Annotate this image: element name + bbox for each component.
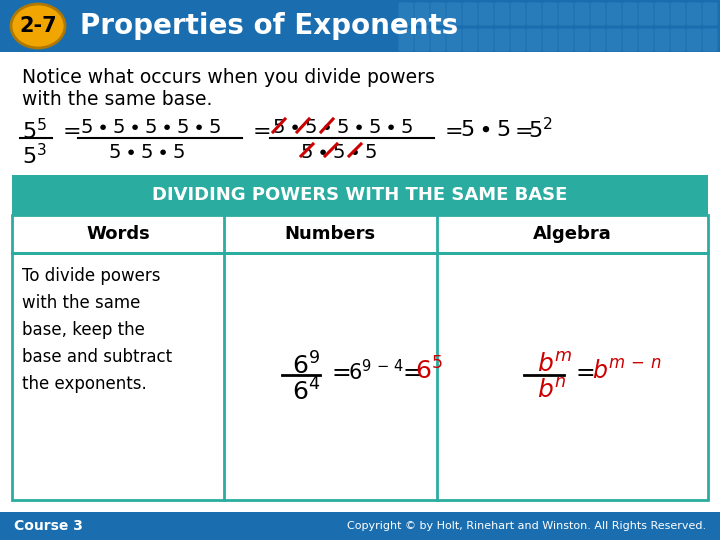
Text: $=$: $=$ (248, 120, 271, 140)
Text: $6^4$: $6^4$ (292, 379, 320, 406)
Bar (0, 512, 720, 540)
FancyBboxPatch shape (559, 29, 574, 51)
FancyBboxPatch shape (479, 29, 493, 51)
FancyBboxPatch shape (559, 3, 574, 25)
FancyBboxPatch shape (415, 3, 430, 25)
FancyBboxPatch shape (575, 3, 590, 25)
Text: Notice what occurs when you divide powers: Notice what occurs when you divide power… (22, 68, 435, 87)
FancyBboxPatch shape (623, 29, 637, 51)
FancyBboxPatch shape (431, 29, 446, 51)
FancyBboxPatch shape (654, 29, 670, 51)
Text: $b^n$: $b^n$ (537, 379, 567, 402)
FancyBboxPatch shape (623, 3, 637, 25)
FancyBboxPatch shape (431, 3, 446, 25)
FancyBboxPatch shape (686, 3, 701, 25)
Text: $5^2$: $5^2$ (528, 117, 553, 143)
FancyBboxPatch shape (415, 29, 430, 51)
Bar (0, 0, 720, 52)
Text: $6^5$: $6^5$ (415, 358, 443, 385)
Text: $5^5$: $5^5$ (22, 118, 47, 143)
Text: $b^{m\,-\,n}$: $b^{m\,-\,n}$ (593, 360, 662, 383)
FancyBboxPatch shape (639, 3, 654, 25)
FancyBboxPatch shape (446, 29, 462, 51)
FancyBboxPatch shape (703, 29, 718, 51)
FancyBboxPatch shape (462, 3, 477, 25)
Text: Numbers: Numbers (285, 225, 376, 243)
FancyBboxPatch shape (526, 29, 541, 51)
Text: DIVIDING POWERS WITH THE SAME BASE: DIVIDING POWERS WITH THE SAME BASE (153, 186, 567, 204)
FancyBboxPatch shape (590, 29, 606, 51)
FancyBboxPatch shape (639, 29, 654, 51)
Text: $5^3$: $5^3$ (22, 143, 47, 168)
FancyBboxPatch shape (590, 3, 606, 25)
Text: $6^{9\,-\,4}$: $6^{9\,-\,4}$ (348, 359, 405, 384)
Text: $=$: $=$ (571, 360, 595, 383)
FancyBboxPatch shape (495, 29, 510, 51)
Text: $5 \bullet 5 \bullet 5$: $5 \bullet 5 \bullet 5$ (108, 143, 185, 162)
Ellipse shape (11, 4, 65, 48)
FancyBboxPatch shape (398, 3, 413, 25)
FancyBboxPatch shape (606, 29, 621, 51)
Text: $\mathit{5} \bullet \mathit{5} \bullet \mathit{5}$: $\mathit{5} \bullet \mathit{5} \bullet \… (300, 143, 377, 162)
Bar (12, 175, 708, 215)
Bar (12, 253, 708, 500)
Text: To divide powers
with the same
base, keep the
base and subtract
the exponents.: To divide powers with the same base, kee… (22, 267, 172, 394)
Text: $5 \bullet 5 \bullet 5 \bullet 5 \bullet 5$: $5 \bullet 5 \bullet 5 \bullet 5 \bullet… (80, 118, 222, 137)
FancyBboxPatch shape (654, 3, 670, 25)
FancyBboxPatch shape (542, 29, 557, 51)
FancyBboxPatch shape (575, 29, 590, 51)
Text: $=$: $=$ (440, 120, 462, 140)
Text: $6^9$: $6^9$ (292, 353, 320, 380)
Text: $b^m$: $b^m$ (537, 353, 573, 376)
FancyBboxPatch shape (526, 3, 541, 25)
Text: Properties of Exponents: Properties of Exponents (80, 12, 458, 40)
FancyBboxPatch shape (510, 3, 526, 25)
Text: Algebra: Algebra (533, 225, 612, 243)
FancyBboxPatch shape (670, 29, 685, 51)
Text: $=$: $=$ (510, 120, 533, 140)
FancyBboxPatch shape (398, 29, 413, 51)
FancyBboxPatch shape (495, 3, 510, 25)
Text: Words: Words (86, 225, 150, 243)
FancyBboxPatch shape (446, 3, 462, 25)
FancyBboxPatch shape (703, 3, 718, 25)
Text: Copyright © by Holt, Rinehart and Winston. All Rights Reserved.: Copyright © by Holt, Rinehart and Winsto… (347, 521, 706, 531)
Text: $=$: $=$ (328, 360, 351, 383)
Text: $\mathit{5} \bullet \mathit{5} \bullet \mathit{5} \bullet 5 \bullet 5$: $\mathit{5} \bullet \mathit{5} \bullet \… (272, 118, 413, 137)
Text: Course 3: Course 3 (14, 519, 83, 533)
Text: $=$: $=$ (58, 120, 81, 140)
FancyBboxPatch shape (510, 29, 526, 51)
FancyBboxPatch shape (686, 29, 701, 51)
FancyBboxPatch shape (462, 29, 477, 51)
Text: 2-7: 2-7 (19, 16, 57, 36)
Text: $=$: $=$ (398, 360, 422, 383)
FancyBboxPatch shape (479, 3, 493, 25)
FancyBboxPatch shape (670, 3, 685, 25)
Text: with the same base.: with the same base. (22, 90, 212, 109)
FancyBboxPatch shape (606, 3, 621, 25)
Bar (12, 215, 708, 253)
FancyBboxPatch shape (542, 3, 557, 25)
Text: $5 \bullet 5$: $5 \bullet 5$ (460, 120, 511, 140)
